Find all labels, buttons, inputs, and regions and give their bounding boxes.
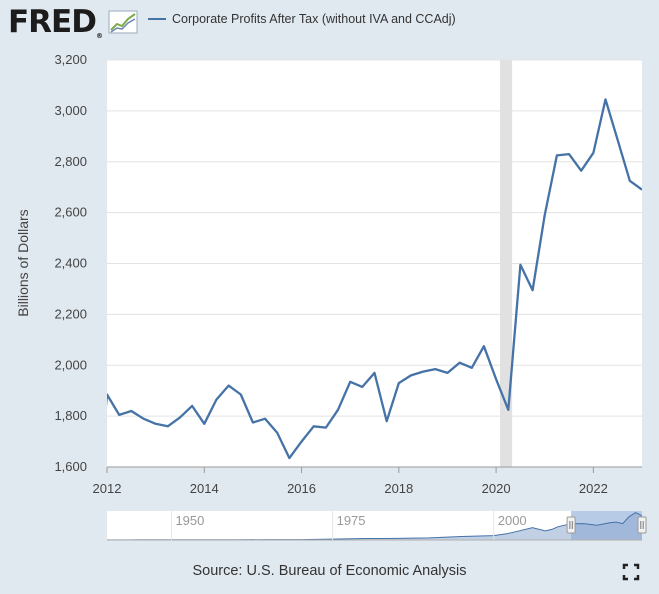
source-note: Source: U.S. Bureau of Economic Analysis [192, 563, 467, 579]
y-tick-label: 1,800 [54, 408, 87, 423]
series-line-0[interactable] [103, 98, 642, 460]
y-tick-label: 2,600 [54, 205, 87, 220]
y-tick-label: 3,200 [54, 52, 87, 67]
y-tick-label: 1,600 [54, 459, 87, 474]
navigator-tick-label: 2000 [498, 513, 527, 528]
fred-logo-text: FRED [8, 4, 97, 40]
navigator-area [107, 512, 642, 540]
navigator-tick-label: 1950 [175, 513, 204, 528]
legend[interactable]: Corporate Profits After Tax (without IVA… [148, 12, 456, 26]
registered-mark: ® [95, 32, 103, 40]
navigator[interactable]: 1950 1975 2000 [0, 0, 659, 560]
y-tick-label: 2,400 [54, 256, 87, 271]
chart[interactable]: 1,600 1,800 2,000 2,200 2,400 2,600 2,800 3,000… [0, 0, 659, 500]
navigator-handle-right[interactable] [637, 516, 647, 534]
y-axis-label: Billions of Dollars [15, 209, 31, 316]
chart-header: FRED® Corporate Profits After Tax (witho… [0, 0, 659, 48]
legend-label: Corporate Profits After Tax (without IVA… [172, 12, 456, 26]
x-tick-label: 2020 [482, 481, 511, 496]
navigator-tick-label: 1975 [337, 513, 366, 528]
fred-logo[interactable]: FRED® [8, 4, 103, 40]
y-tick-label: 2,800 [54, 154, 87, 169]
x-tick-label: 2022 [579, 481, 608, 496]
x-tick-label: 2014 [190, 481, 219, 496]
navigator-handle-left[interactable] [566, 516, 576, 534]
x-tick-label: 2012 [93, 481, 122, 496]
x-tick-label: 2016 [287, 481, 316, 496]
x-tick-label: 2018 [384, 481, 413, 496]
y-tick-label: 2,000 [54, 357, 87, 372]
y-tick-label: 2,200 [54, 306, 87, 321]
fred-graph-icon [108, 10, 138, 34]
y-tick-label: 3,000 [54, 103, 87, 118]
fullscreen-icon[interactable] [622, 563, 640, 581]
legend-swatch [148, 18, 166, 20]
